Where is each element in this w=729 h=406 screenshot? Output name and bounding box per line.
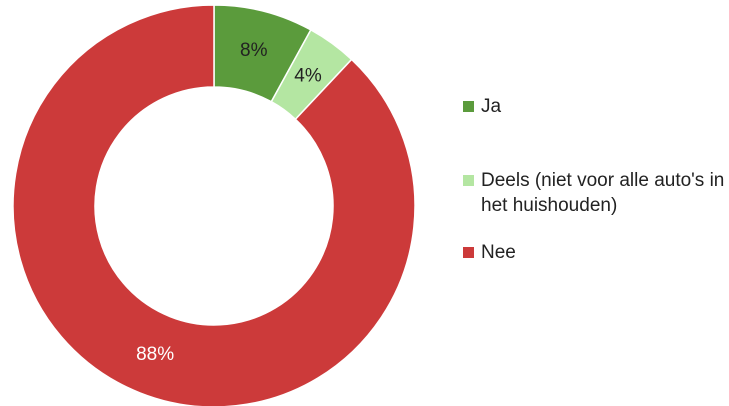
legend-swatch <box>463 247 474 258</box>
legend-label: Nee <box>481 242 516 263</box>
donut-slice <box>12 4 416 406</box>
data-label: 88% <box>136 344 174 365</box>
data-label: 4% <box>294 66 322 87</box>
legend-swatch <box>463 175 474 186</box>
legend-label: Ja <box>481 96 502 117</box>
legend-item: Ja <box>460 94 725 119</box>
data-label: 8% <box>240 40 268 61</box>
legend-swatch <box>463 101 474 112</box>
legend-label: Deels (niet voor alle auto's in het huis… <box>481 170 725 216</box>
legend-item: Nee <box>460 240 725 265</box>
legend-item: Deels (niet voor alle auto's in het huis… <box>460 168 725 218</box>
